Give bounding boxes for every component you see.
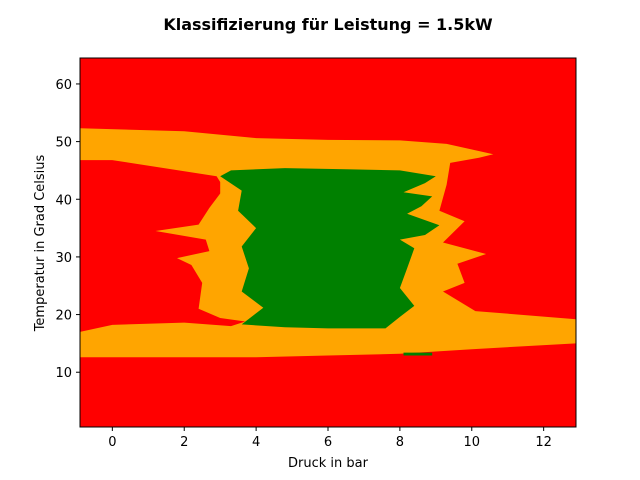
y-tick-label: 10 xyxy=(55,366,72,381)
y-tick-label: 40 xyxy=(55,193,72,208)
plot-area xyxy=(79,57,577,428)
x-tick-label: 2 xyxy=(180,435,188,450)
x-tick-label: 10 xyxy=(463,435,480,450)
region-3 xyxy=(403,352,433,356)
x-tick-label: 12 xyxy=(535,435,552,450)
y-tick-label: 30 xyxy=(55,251,72,266)
y-tick-label: 50 xyxy=(55,136,72,151)
y-tick-label: 60 xyxy=(55,78,72,93)
y-axis-label: Temperatur in Grad Celsius xyxy=(33,154,48,332)
x-axis-label: Druck in bar xyxy=(288,456,369,471)
x-axis-ticks: 0 2 4 6 8 10 12 xyxy=(108,427,552,450)
y-axis-ticks: 10 20 30 40 50 60 xyxy=(55,78,80,381)
x-tick-label: 0 xyxy=(108,435,116,450)
region-2 xyxy=(220,168,440,329)
y-tick-label: 20 xyxy=(55,309,72,324)
x-tick-label: 6 xyxy=(324,435,332,450)
x-tick-label: 8 xyxy=(396,435,404,450)
heatmap-content xyxy=(80,58,576,427)
x-tick-label: 4 xyxy=(252,435,260,450)
chart-title: Klassifizierung für Leistung = 1.5kW xyxy=(163,15,493,34)
